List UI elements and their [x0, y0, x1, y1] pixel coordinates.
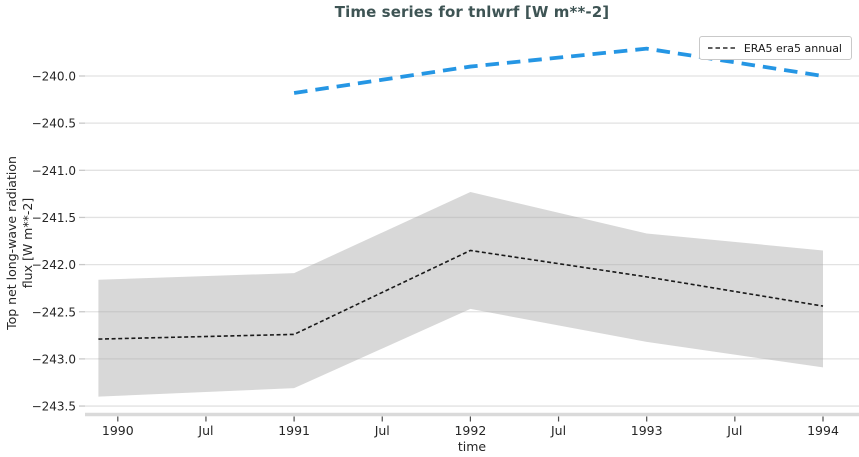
y-axis-label: Top net long-wave radiation flux [W m**-… — [4, 112, 38, 374]
x-tick-label: Jul — [197, 423, 213, 438]
x-tick-label: 1993 — [631, 423, 663, 438]
y-tick-label: −240.5 — [32, 117, 76, 131]
era5-annual-dashed-line — [98, 249, 824, 340]
legend: ERA5 era5 annual — [698, 36, 852, 60]
y-tick-label: −242.0 — [32, 258, 76, 272]
x-tick-label: 1992 — [454, 423, 486, 438]
chart-title: Time series for tnlwrf [W m**-2] — [334, 3, 610, 21]
y-axis-label-line2: flux [W m**-2] — [20, 197, 35, 289]
blue-annual-dashed-line — [293, 46, 824, 95]
x-tick-label: Jul — [550, 423, 566, 438]
x-tick-label: Jul — [374, 423, 390, 438]
legend-label: ERA5 era5 annual — [743, 41, 842, 55]
legend-dash-icon — [707, 47, 736, 49]
y-tick-label: −242.5 — [32, 305, 76, 319]
x-axis-label: time — [457, 439, 487, 454]
uncertainty-band — [98, 191, 824, 397]
y-axis-label-line1: Top net long-wave radiation — [4, 156, 19, 330]
y-tick-label: −241.5 — [32, 211, 76, 225]
x-tick-label: 1994 — [807, 423, 839, 438]
y-tick-label: −243.5 — [32, 400, 76, 414]
x-tick-label: 1991 — [278, 423, 310, 438]
x-tick-label: 1990 — [102, 423, 134, 438]
y-tick-label: −243.0 — [32, 352, 76, 366]
y-tick-label: −241.0 — [32, 164, 76, 178]
y-tick-label: −240.0 — [32, 70, 76, 84]
x-tick-label: Jul — [726, 423, 742, 438]
